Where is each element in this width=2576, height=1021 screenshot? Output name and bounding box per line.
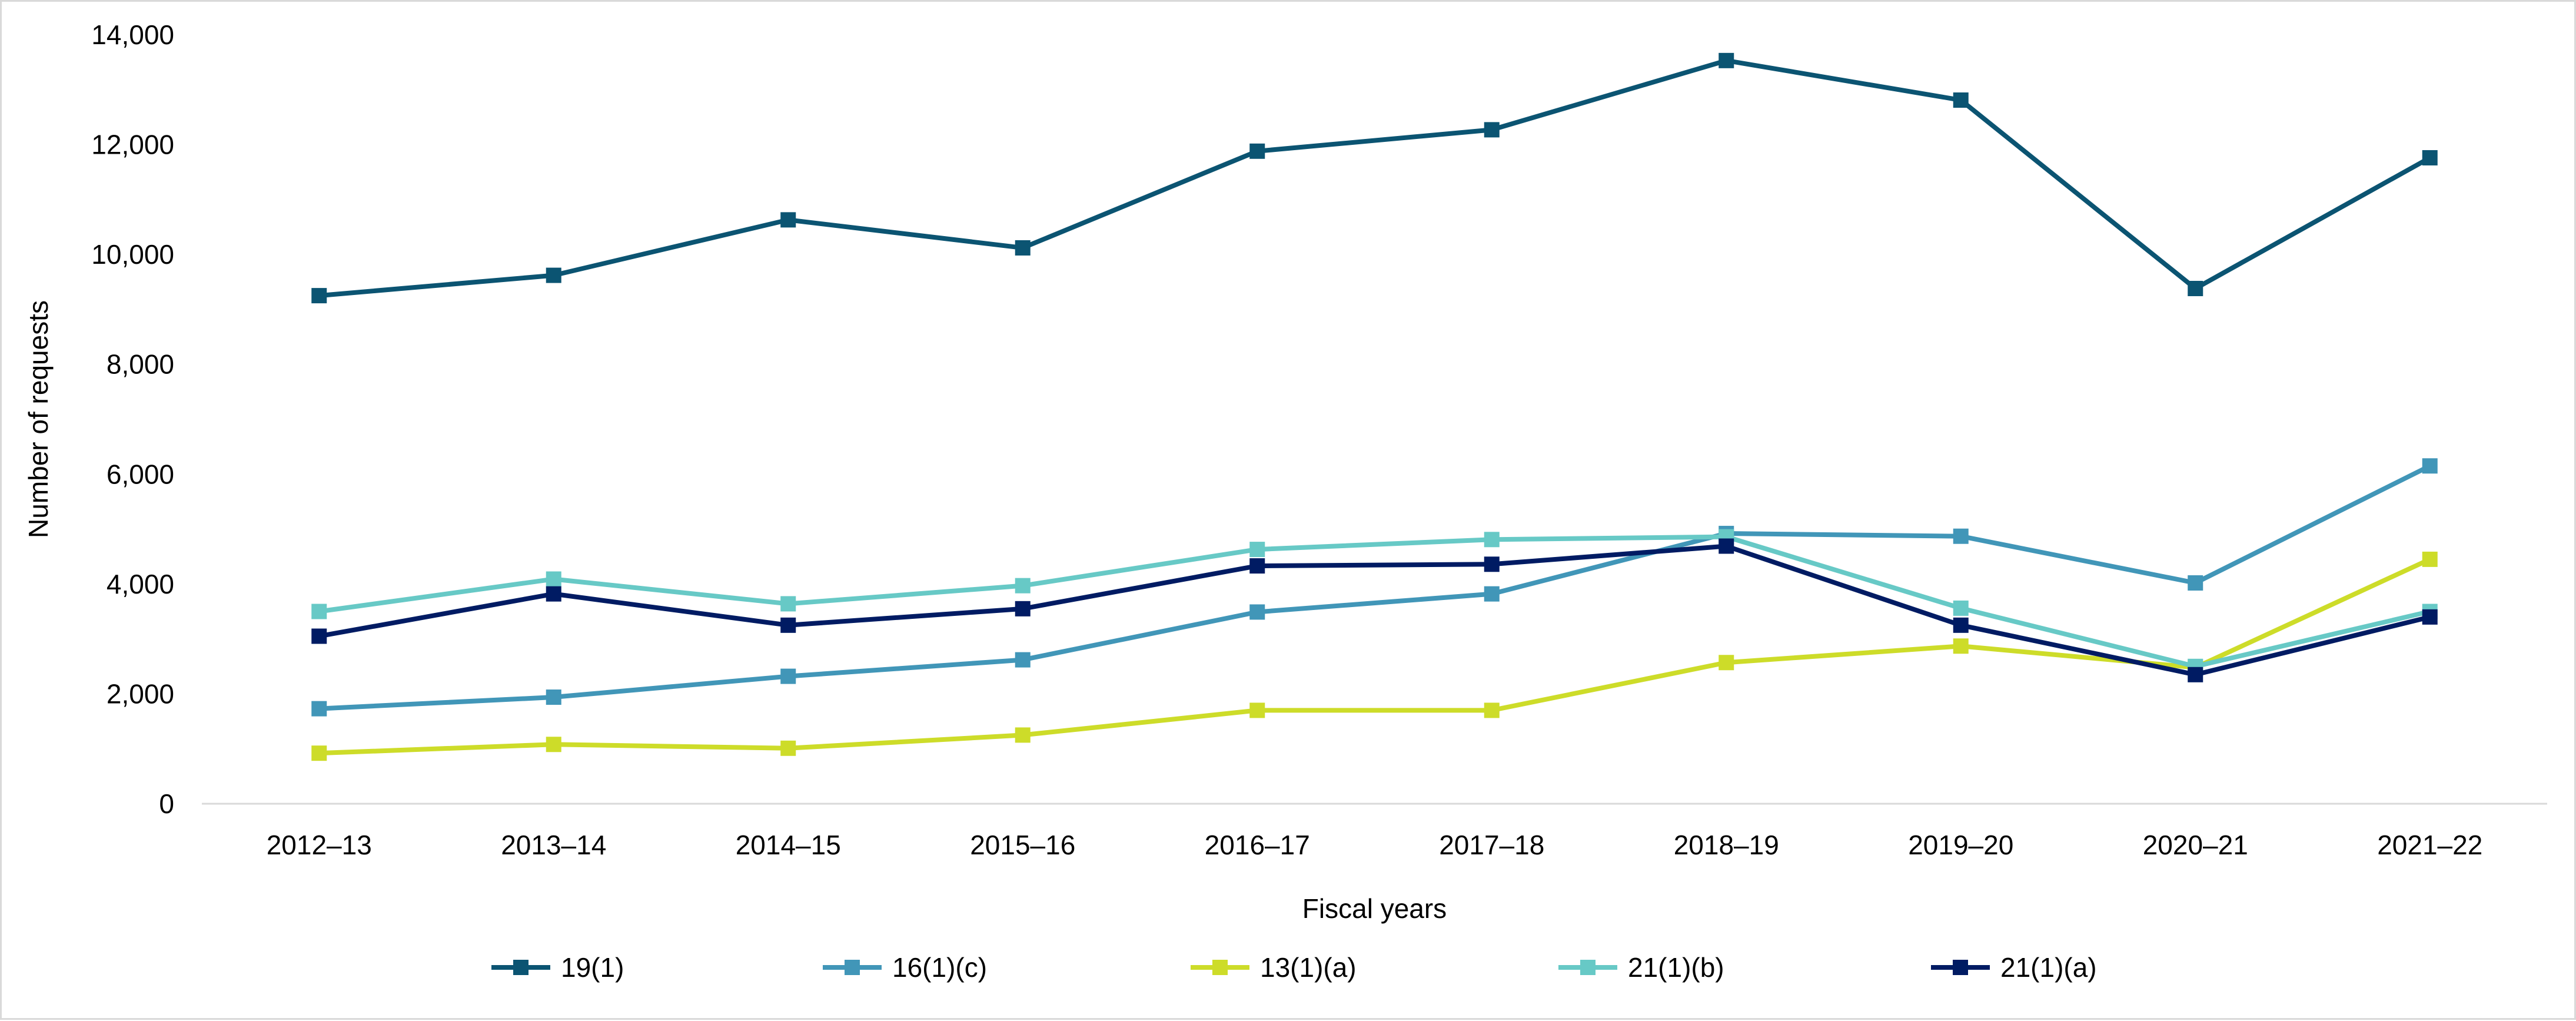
x-tick-label: 2021–22 (2377, 830, 2482, 860)
data-point (2188, 280, 2203, 296)
series-line (319, 463, 2431, 711)
data-point (1015, 601, 1031, 616)
data-point (780, 668, 796, 684)
data-point (1249, 702, 1265, 718)
data-point (1015, 652, 1031, 668)
data-point (1484, 556, 1500, 572)
legend-item: 21(1)(a) (1931, 952, 2097, 983)
x-axis-label: Fiscal years (1302, 893, 1447, 924)
data-point (2422, 150, 2438, 165)
data-point (2422, 458, 2438, 474)
data-point (2188, 667, 2203, 682)
data-point (1484, 122, 1500, 138)
legend-marker (1212, 960, 1228, 975)
legend-item: 19(1) (491, 952, 624, 983)
y-axis-label: Number of requests (23, 300, 54, 538)
series-13(1)(a) (311, 551, 2438, 761)
data-point (780, 212, 796, 228)
data-point (311, 604, 327, 619)
data-point (1719, 655, 1734, 671)
legend-label: 21(1)(b) (1628, 952, 1724, 983)
data-point (546, 689, 561, 705)
legend-marker (1953, 960, 1968, 975)
series-line (319, 557, 2431, 756)
data-point (2422, 609, 2438, 625)
x-tick-label: 2020–21 (2143, 830, 2248, 860)
data-point (1015, 578, 1031, 594)
data-point (546, 586, 561, 602)
data-point (1953, 638, 1969, 654)
data-point (780, 740, 796, 756)
legend-label: 13(1)(a) (1260, 952, 1357, 983)
series-line (318, 534, 2431, 669)
y-tick-label: 6,000 (107, 459, 174, 489)
series-line (318, 543, 2431, 677)
data-point (1249, 558, 1265, 574)
legend-item: 21(1)(b) (1558, 952, 1724, 983)
y-tick-label: 8,000 (107, 349, 174, 380)
data-point (1953, 617, 1969, 633)
legend-label: 19(1) (561, 952, 624, 983)
data-point (780, 596, 796, 612)
data-point (1953, 600, 1969, 616)
data-point (1249, 542, 1265, 558)
data-point (1249, 604, 1265, 620)
data-point (546, 571, 561, 587)
x-tick-label: 2013–14 (501, 830, 606, 860)
data-point (2422, 551, 2438, 567)
data-point (1015, 240, 1031, 256)
legend-marker (845, 960, 860, 975)
data-point (1484, 532, 1500, 548)
data-point (311, 745, 327, 761)
series-19(1) (311, 52, 2438, 304)
y-tick-label: 10,000 (91, 239, 174, 270)
x-tick-label: 2014–15 (736, 830, 841, 860)
x-tick-label: 2018–19 (1674, 830, 1779, 860)
data-point (546, 737, 561, 753)
data-point (1953, 528, 1969, 544)
x-tick-label: 2012–13 (267, 830, 372, 860)
data-point (546, 267, 561, 283)
legend-item: 16(1)(c) (823, 952, 987, 983)
y-tick-label: 4,000 (107, 569, 174, 599)
legend-item: 13(1)(a) (1191, 952, 1357, 983)
series-line (318, 58, 2431, 299)
data-point (2188, 575, 2203, 591)
x-tick-label: 2016–17 (1205, 830, 1310, 860)
data-point (1015, 727, 1031, 743)
data-point (1953, 92, 1969, 108)
legend-marker (1580, 960, 1596, 975)
y-tick-label: 14,000 (91, 19, 174, 50)
series-21(1)(a) (311, 538, 2438, 682)
legend-label: 21(1)(a) (2000, 952, 2097, 983)
x-tick-label: 2017–18 (1439, 830, 1544, 860)
y-tick-label: 12,000 (91, 130, 174, 160)
legend-marker (513, 960, 529, 975)
data-point (311, 628, 327, 644)
data-point (1484, 702, 1500, 718)
data-point (1719, 538, 1734, 554)
data-point (1249, 143, 1265, 159)
x-tick-label: 2019–20 (1908, 830, 2013, 860)
legend-label: 16(1)(c) (892, 952, 987, 983)
series-21(1)(b) (311, 529, 2438, 674)
data-point (311, 701, 327, 717)
data-point (1719, 52, 1734, 68)
y-tick-label: 2,000 (107, 678, 174, 709)
data-point (780, 617, 796, 633)
x-tick-label: 2015–16 (970, 830, 1075, 860)
y-tick-label: 0 (159, 788, 174, 819)
data-point (1484, 586, 1500, 602)
data-point (311, 288, 327, 304)
